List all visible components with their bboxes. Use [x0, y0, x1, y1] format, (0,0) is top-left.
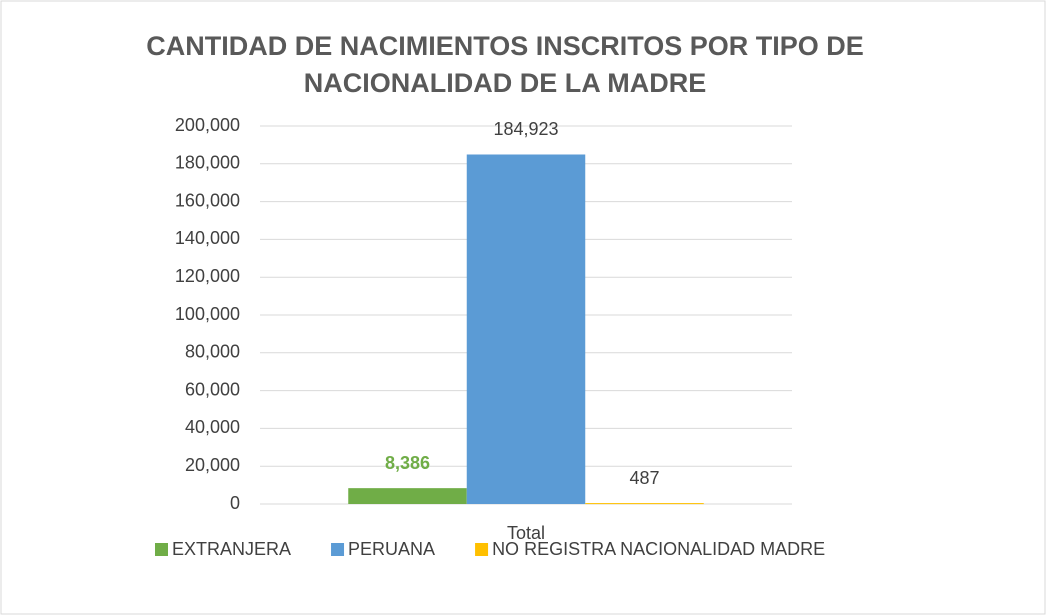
- y-tick-label: 60,000: [185, 379, 240, 399]
- y-tick-label: 200,000: [175, 115, 240, 135]
- legend-label: PERUANA: [348, 539, 435, 559]
- y-tick-label: 180,000: [175, 153, 240, 173]
- y-tick-label: 80,000: [185, 342, 240, 362]
- y-tick-label: 160,000: [175, 190, 240, 210]
- x-tick-label: Total: [507, 523, 545, 543]
- bar: [466, 154, 586, 504]
- chart-title: CANTIDAD DE NACIMIENTOS INSCRITOS POR TI…: [146, 31, 864, 98]
- y-tick-label: 140,000: [175, 228, 240, 248]
- y-tick-label: 20,000: [185, 455, 240, 475]
- bar: [348, 488, 467, 504]
- y-tick-label: 120,000: [175, 266, 240, 286]
- y-tick-label: 40,000: [185, 417, 240, 437]
- legend-swatch: [331, 543, 345, 556]
- data-label: 184,923: [493, 119, 558, 139]
- bar: [585, 503, 704, 505]
- data-label: 8,386: [385, 453, 430, 473]
- legend-swatch: [155, 543, 168, 556]
- legend-label: EXTRANJERA: [172, 539, 291, 559]
- y-tick-label: 100,000: [175, 304, 240, 324]
- legend-label: NO REGISTRA NACIONALIDAD MADRE: [492, 539, 825, 559]
- data-label: 487: [629, 468, 659, 488]
- y-tick-label: 0: [230, 493, 240, 513]
- legend-swatch: [475, 543, 489, 556]
